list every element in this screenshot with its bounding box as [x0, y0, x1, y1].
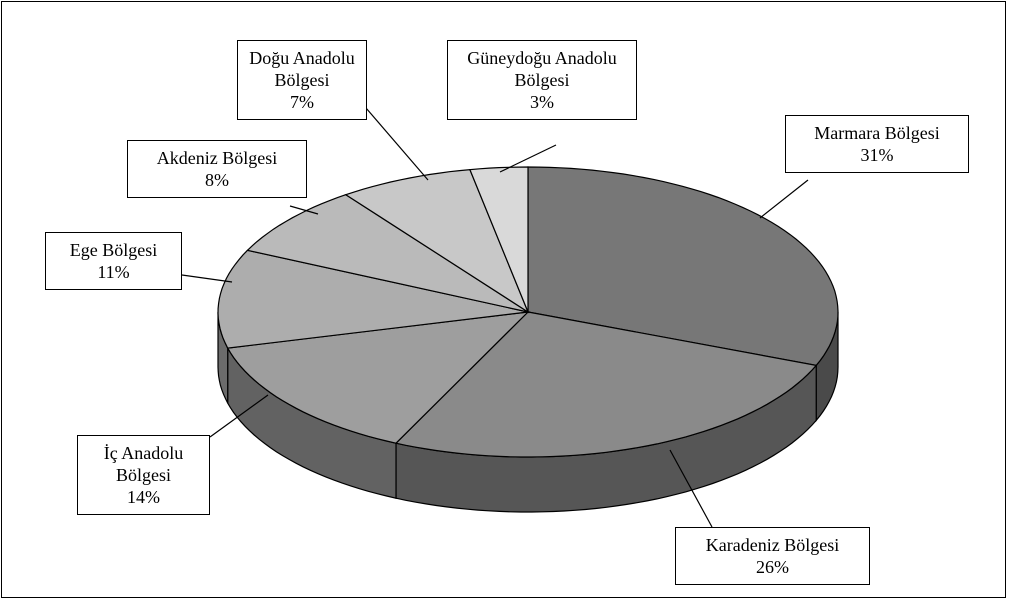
data-label: Karadeniz Bölgesi 26% [675, 527, 870, 585]
slice [394, 311, 818, 458]
data-label: Doğu Anadolu Bölgesi 7% [237, 40, 367, 120]
slice [226, 311, 530, 444]
label-name: İç Anadolu Bölgesi [103, 443, 184, 485]
leader-line [499, 144, 557, 173]
slice [344, 168, 530, 314]
label-name: Marmara Bölgesi [814, 123, 940, 143]
label-name: Karadeniz Bölgesi [705, 535, 840, 555]
data-label: Ege Bölgesi 11% [45, 232, 182, 290]
slice [246, 194, 529, 313]
leader-line [209, 394, 269, 438]
label-value: 3% [530, 92, 554, 112]
data-label: Güneydoğu Anadolu Bölgesi 3% [447, 40, 637, 120]
label-value: 14% [127, 487, 160, 507]
data-label: İç Anadolu Bölgesi 14% [77, 435, 210, 515]
leader-line [669, 449, 713, 528]
label-name: Akdeniz Bölgesi [156, 148, 278, 168]
leader-line [181, 274, 233, 283]
label-value: 7% [290, 92, 314, 112]
label-name: Ege Bölgesi [69, 240, 158, 260]
leader-line [289, 205, 319, 215]
label-value: 8% [205, 170, 229, 190]
slice [469, 166, 529, 313]
leader-line [759, 179, 809, 219]
data-label: Marmara Bölgesi 31% [785, 115, 969, 173]
label-value: 11% [97, 262, 130, 282]
leader-line [365, 107, 429, 181]
label-name: Güneydoğu Anadolu Bölgesi [467, 48, 617, 90]
data-label: Akdeniz Bölgesi 8% [127, 140, 307, 198]
label-value: 26% [756, 557, 789, 577]
label-value: 31% [860, 145, 894, 165]
slice [527, 166, 839, 367]
label-name: Doğu Anadolu Bölgesi [249, 48, 355, 90]
slice [217, 249, 529, 349]
